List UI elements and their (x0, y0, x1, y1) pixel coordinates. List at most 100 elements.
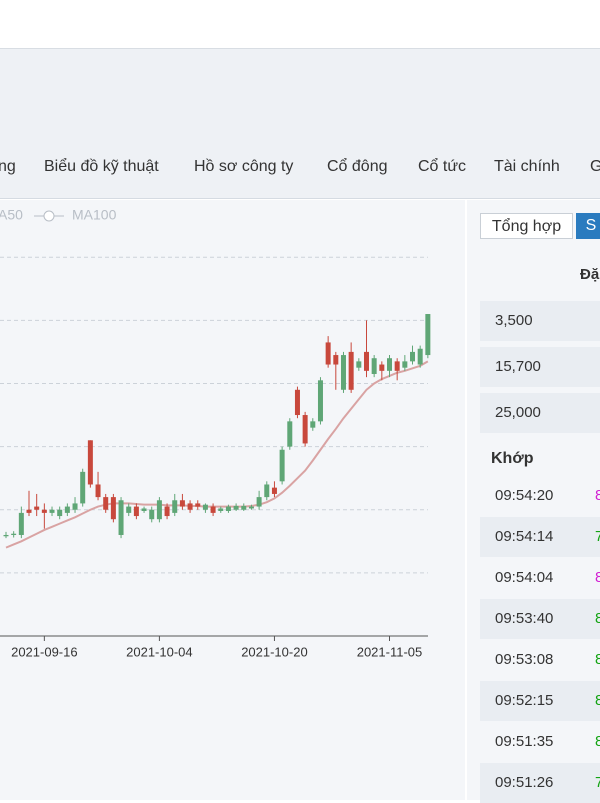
candle-body (425, 314, 431, 356)
trade-value: 7 (595, 528, 600, 545)
chart-area: A50 MA100 2021-09-16 2021-10-04 2021-10-20 20… (0, 200, 465, 800)
trade-time: 09:53:08 (495, 651, 554, 668)
candle-body (95, 484, 101, 498)
candle-body (356, 361, 362, 368)
candle-body (302, 415, 308, 444)
trade-row: 09:51:35 8 (480, 722, 600, 762)
candle-body (264, 484, 270, 498)
tab[interactable]: Cổ đông (327, 158, 388, 175)
candle-body (103, 497, 109, 510)
tab-button[interactable]: S (576, 213, 600, 239)
trade-time: 09:54:04 (495, 569, 554, 586)
candle-body (310, 421, 316, 428)
candle-body (164, 506, 170, 517)
candle-body (64, 506, 70, 513)
info-band (0, 49, 600, 199)
candle-body (218, 508, 224, 511)
tab-button[interactable]: Tổng hợp (480, 213, 573, 239)
header-bar (0, 0, 600, 49)
x-tick-label: 2021-10-20 (241, 644, 308, 659)
candle-body (18, 512, 24, 535)
candle-body (317, 380, 323, 422)
chart: A50 MA100 2021-09-16 2021-10-04 2021-10-20 20… (0, 207, 431, 659)
trade-row: 09:54:04 8 (480, 558, 600, 598)
candle-body (333, 355, 339, 365)
tab[interactable]: Biểu đồ kỹ thuật (44, 158, 159, 175)
candle-body (417, 348, 423, 365)
candle-body (34, 506, 40, 510)
trade-row: 09:53:40 8 (480, 599, 600, 639)
candle-body (410, 351, 416, 362)
candle-body (287, 421, 293, 447)
candle-body (210, 506, 216, 513)
candle-body (225, 506, 231, 511)
candle-body (233, 505, 239, 510)
tab-bar: ng Biểu đồ kỹ thuật Hồ sơ công ty Cổ đông Cổ… (0, 158, 600, 180)
price-row: 25,000 (480, 393, 600, 433)
x-tick-label: 2021-11-05 (357, 644, 423, 659)
trade-value: 7 (595, 774, 600, 791)
candle-body (402, 361, 408, 368)
candle-body (387, 358, 392, 371)
candle-body (3, 534, 9, 537)
side-panel: Tổng hợp S Đặ 3,500 15,700 25,000 Khớp 09:54:20… (467, 200, 600, 803)
trade-time: 09:54:14 (495, 528, 554, 545)
trade-row: 09:54:14 7 (480, 517, 600, 557)
trade-row: 09:51:26 7 (480, 763, 600, 803)
trade-time: 09:51:35 (495, 733, 554, 750)
trade-value: 8 (595, 692, 600, 709)
candle-body (248, 506, 254, 509)
tab[interactable]: G (590, 158, 600, 175)
x-tick-label: 2021-09-16 (11, 644, 78, 659)
candle-body (294, 389, 300, 416)
candle-body (172, 500, 178, 513)
candle-body (379, 364, 385, 371)
tab[interactable]: Cổ tức (418, 158, 467, 175)
trade-value: 8 (595, 569, 600, 586)
candle-body (26, 509, 32, 513)
candle-body (118, 500, 124, 535)
candle-body (133, 506, 139, 517)
legend-label: MA100 (72, 207, 117, 223)
trade-value: 8 (595, 733, 600, 750)
trade-time: 09:54:20 (495, 487, 554, 504)
ma-line (5, 360, 429, 549)
section-title: Khớp (491, 450, 534, 467)
legend-label: A50 (0, 207, 23, 223)
price-row: 3,500 (480, 301, 600, 341)
candle-body (394, 361, 400, 371)
candle-body (363, 351, 369, 371)
candle-body (41, 509, 47, 513)
tab[interactable]: ng (0, 158, 16, 175)
candle-body (49, 509, 55, 513)
trade-row: 09:54:20 8 (480, 476, 600, 516)
candle-body (80, 471, 86, 504)
candle-body (195, 503, 201, 507)
candle-body (87, 440, 93, 485)
candle-body (110, 497, 116, 520)
candle-body (325, 342, 331, 365)
candle-body (141, 508, 147, 511)
trade-time: 09:51:26 (495, 774, 554, 791)
candle-body (241, 505, 247, 510)
candle-body (72, 503, 78, 510)
candle-body (57, 509, 63, 517)
price-row: 15,700 (480, 347, 600, 387)
column-header: Đặ (580, 266, 600, 283)
x-tick-label: 2021-10-04 (126, 644, 193, 659)
candle-body (371, 358, 377, 374)
trade-row: 09:52:15 8 (480, 681, 600, 721)
legend-icon (43, 210, 55, 222)
candle-body (179, 500, 185, 507)
candle-body (149, 509, 155, 520)
tab[interactable]: Hồ sơ công ty (194, 158, 294, 175)
tab[interactable]: Tài chính (494, 158, 560, 175)
candle-body (156, 500, 162, 520)
candle-body (348, 351, 354, 390)
trade-row: 09:53:08 8 (480, 640, 600, 680)
trade-time: 09:53:40 (495, 610, 554, 627)
candle-body (11, 533, 17, 535)
trade-time: 09:52:15 (495, 692, 554, 709)
candle-body (340, 355, 346, 390)
